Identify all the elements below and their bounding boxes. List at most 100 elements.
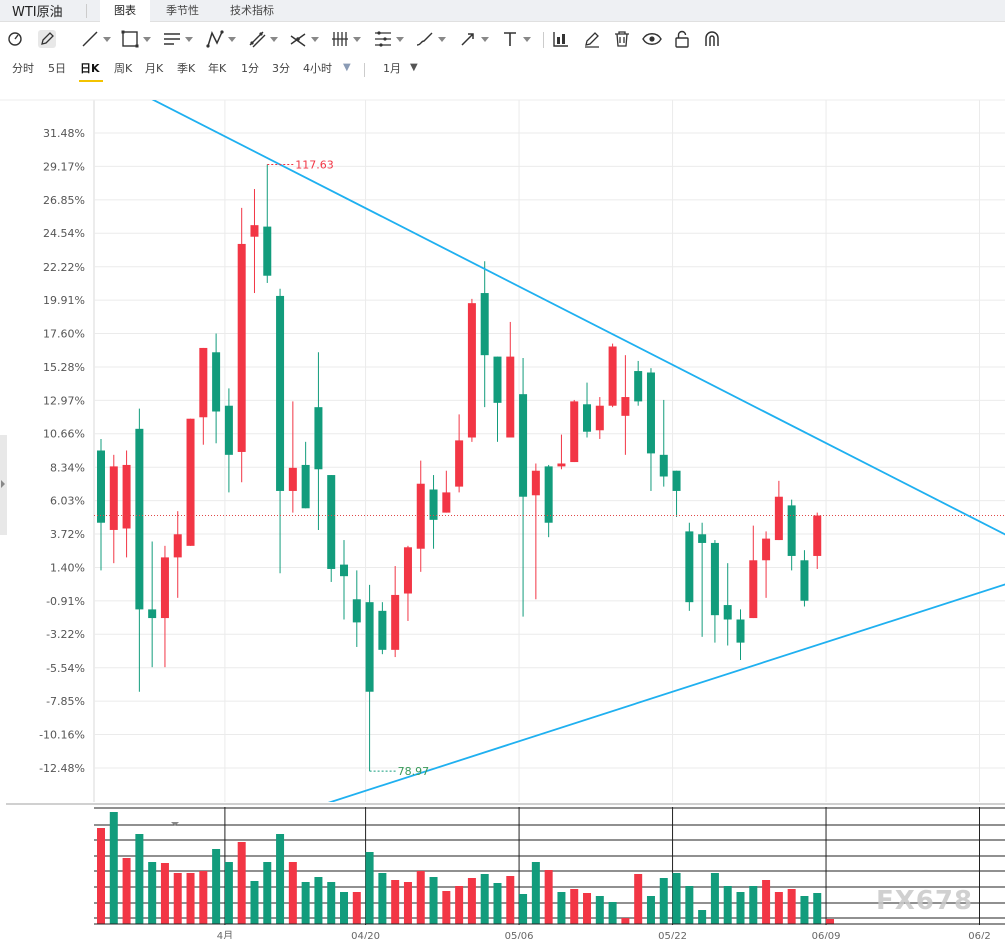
y-tick-label: -5.54% — [46, 662, 85, 675]
candle — [621, 355, 630, 455]
range-select[interactable]: 1月 — [383, 62, 401, 75]
period-4hour[interactable]: 4小时 — [303, 62, 332, 75]
period-weekly[interactable]: 周K — [114, 62, 133, 75]
period-intraday[interactable]: 分时 — [12, 62, 34, 75]
candle-body — [506, 356, 515, 438]
period-monthly[interactable]: 月K — [145, 62, 164, 75]
lock-icon[interactable] — [672, 27, 692, 51]
x-tick-label: 06/09 — [812, 931, 841, 939]
candle-body — [774, 496, 783, 541]
side-panel-handle[interactable] — [0, 435, 7, 535]
tab-indicators[interactable]: 技术指标 — [230, 4, 274, 17]
trash-icon[interactable] — [612, 27, 632, 51]
volume-bar — [314, 877, 323, 924]
y-tick-label: -7.85% — [46, 695, 85, 708]
y-tick-label: -10.16% — [39, 728, 85, 741]
candle-body — [212, 352, 221, 412]
volume-bar — [774, 892, 783, 924]
pencil-icon[interactable] — [37, 27, 57, 51]
candle — [250, 189, 259, 294]
period-quarterly[interactable]: 季K — [177, 62, 196, 75]
volume-bar — [531, 862, 540, 924]
candle-body — [224, 405, 233, 455]
eye-icon[interactable] — [642, 27, 662, 51]
candle-body — [314, 407, 323, 470]
candle-body — [519, 394, 528, 497]
gann-icon[interactable] — [288, 27, 319, 51]
period-daily[interactable]: 日K — [80, 62, 100, 75]
y-tick-label: 12.97% — [43, 394, 85, 407]
indicator-icon[interactable] — [551, 27, 571, 51]
candlestick-series — [97, 164, 822, 772]
candle — [224, 388, 233, 493]
y-tick-label: 8.34% — [50, 461, 85, 474]
arrow-icon[interactable] — [458, 27, 489, 51]
crosshair-icon[interactable] — [6, 27, 26, 51]
magnet-icon[interactable] — [702, 27, 722, 51]
candle — [288, 401, 297, 513]
volume-bar — [109, 812, 118, 924]
volume-bar — [135, 834, 144, 924]
zigzag-icon[interactable] — [205, 27, 236, 51]
y-tick-label: -12.48% — [39, 762, 85, 775]
y-tick-label: 17.60% — [43, 327, 85, 340]
candle-body — [429, 489, 438, 520]
candle — [800, 550, 809, 607]
candle-body — [800, 560, 809, 601]
candle — [199, 347, 208, 445]
trendlines[interactable] — [94, 97, 1005, 819]
brush-icon[interactable] — [415, 27, 446, 51]
period-3min[interactable]: 3分 — [272, 62, 290, 75]
volume-caret — [171, 822, 179, 826]
candle-body — [685, 531, 694, 603]
candle — [634, 360, 643, 406]
volume-bar — [621, 918, 630, 924]
candle — [710, 540, 719, 643]
candle-body — [199, 347, 208, 418]
candle-body — [263, 226, 272, 276]
candle-body — [391, 594, 400, 650]
measure-icon[interactable] — [373, 27, 404, 51]
y-tick-label: 31.48% — [43, 127, 85, 140]
candle-body — [608, 346, 617, 406]
candle-body — [365, 602, 374, 692]
volume-bar — [429, 877, 438, 924]
candle-body — [301, 464, 310, 509]
edit-icon[interactable] — [582, 27, 602, 51]
upper-trendline — [151, 100, 1005, 536]
candle — [736, 609, 745, 660]
volume-bar — [250, 881, 259, 924]
candle-body — [237, 243, 246, 452]
candle — [519, 358, 528, 617]
volume-bar — [672, 873, 681, 924]
candle-body — [723, 605, 732, 620]
volume-bar — [480, 874, 489, 924]
volume-bar — [787, 889, 796, 924]
period-yearly[interactable]: 年K — [208, 62, 227, 75]
line-icon[interactable] — [80, 27, 111, 51]
volume-bar — [595, 896, 604, 924]
candle-body — [749, 560, 758, 619]
y-tick-label: 19.91% — [43, 294, 85, 307]
watermark-logo: FX678 — [876, 886, 974, 916]
volume-bar — [212, 849, 221, 924]
period-5day[interactable]: 5日 — [48, 62, 66, 75]
volume-bar — [570, 889, 579, 924]
candle — [659, 399, 668, 487]
range-caret[interactable]: ▼ — [410, 62, 418, 73]
text-icon[interactable] — [500, 27, 531, 51]
volume-bar — [762, 880, 771, 924]
rectangle-icon[interactable] — [120, 27, 151, 51]
candle — [109, 454, 118, 564]
y-tick-label: -0.91% — [46, 595, 85, 608]
volume-bar — [608, 902, 617, 924]
tab-chart[interactable]: 图表 — [100, 0, 150, 22]
period-more-caret[interactable]: ▼ — [343, 62, 351, 73]
candle — [672, 470, 681, 517]
period-1min[interactable]: 1分 — [241, 62, 259, 75]
tab-seasonality[interactable]: 季节性 — [166, 4, 199, 17]
fib-icon[interactable] — [330, 27, 361, 51]
channel-icon[interactable] — [162, 27, 193, 51]
pitchfork-icon[interactable] — [247, 27, 278, 51]
